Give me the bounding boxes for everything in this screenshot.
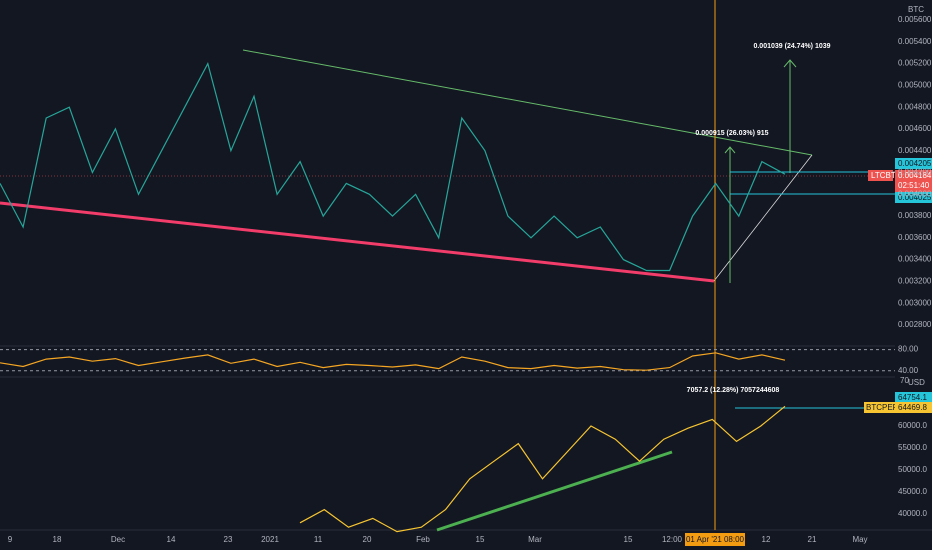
y-tick-label: 60000.0 xyxy=(898,421,927,430)
x-tick-label: 15 xyxy=(624,535,633,544)
x-tick-label: 23 xyxy=(224,535,233,544)
arrow-head xyxy=(783,59,797,68)
y-tick-label: 0.005600 xyxy=(898,15,932,24)
y-tick-label: 40000.0 xyxy=(898,509,927,518)
x-tick-label: 11 xyxy=(314,535,323,544)
y-tick-label: 45000.0 xyxy=(898,487,927,496)
y-tick-label: 0.004200 xyxy=(898,168,932,177)
y-tick-label: 50000.0 xyxy=(898,465,927,474)
symbol-badge xyxy=(868,170,893,181)
y-tick-label: 0.003400 xyxy=(898,255,932,264)
y-tick-label: 0.004000 xyxy=(898,189,932,198)
symbol-label: LTCBTC xyxy=(871,171,902,180)
axis-unit: USD xyxy=(908,378,925,387)
x-tick-label: 15 xyxy=(476,535,485,544)
x-tick-label: 18 xyxy=(53,535,62,544)
y-tick-label: 0.003200 xyxy=(898,277,932,286)
x-tick-label: 2021 xyxy=(261,535,279,544)
x-tick-label: 20 xyxy=(363,535,372,544)
y-tick-label: 80.00 xyxy=(898,345,919,354)
y-tick-label: 0.005400 xyxy=(898,37,932,46)
price-badge xyxy=(895,392,932,403)
axis-unit: BTC xyxy=(908,5,924,14)
crosshair-badge xyxy=(685,533,745,546)
last-price: 0.004184 xyxy=(898,171,932,180)
y-tick-label: 0.002800 xyxy=(898,320,932,329)
x-tick-label: 01 Apr '21 08:00 xyxy=(686,535,745,544)
y-tick-label: 0.004400 xyxy=(898,146,932,155)
x-tick-label: Feb xyxy=(416,535,430,544)
x-tick-label: 21 xyxy=(808,535,817,544)
countdown: 02:51:40 xyxy=(898,181,930,190)
price-badge xyxy=(895,402,932,413)
x-tick-label: 12 xyxy=(762,535,771,544)
annotation: 0.000915 (26.03%) 915 xyxy=(695,130,768,137)
trend-line xyxy=(0,201,715,283)
x-tick-label: 12:00 xyxy=(662,535,683,544)
price-line xyxy=(0,61,786,272)
symbol-label: BTCPERP xyxy=(866,403,904,412)
x-tick-label: Mar xyxy=(528,535,542,544)
annotation: 0.001039 (24.74%) 1039 xyxy=(753,43,830,50)
y-tick-label: 0.004600 xyxy=(898,124,932,133)
price-badge xyxy=(895,170,932,192)
y-tick-label: 0.003000 xyxy=(898,298,932,307)
trend-line xyxy=(436,450,673,532)
trend-line xyxy=(242,49,813,156)
y-tick-label: 0.005000 xyxy=(898,80,932,89)
x-tick-label: May xyxy=(852,535,867,544)
x-tick-label: 14 xyxy=(167,535,176,544)
axis-corner: 70 xyxy=(900,376,909,385)
x-tick-label: Dec xyxy=(111,535,125,544)
y-tick-label: 0.003800 xyxy=(898,211,932,220)
y-tick-label: 0.003600 xyxy=(898,233,932,242)
upper-level: 0.004205 xyxy=(898,159,932,168)
price-line xyxy=(299,405,786,533)
arrow-head xyxy=(724,146,736,154)
last-price: 64469.8 xyxy=(898,403,927,412)
x-tick-label: 9 xyxy=(8,535,13,544)
y-tick-label: 0.004800 xyxy=(898,102,932,111)
y-tick-label: 0.005200 xyxy=(898,59,932,68)
y-tick-label: 55000.0 xyxy=(898,443,927,452)
price-line xyxy=(0,352,786,371)
symbol-badge xyxy=(864,402,895,413)
lower-level: 0.004025 xyxy=(898,193,932,202)
annotation: 7057.2 (12.28%) 7057244608 xyxy=(687,387,780,394)
price-badge xyxy=(895,158,932,169)
y-tick-label: 40.00 xyxy=(898,366,919,375)
price-badge xyxy=(895,192,932,203)
upper-level: 64754.1 xyxy=(898,393,927,402)
